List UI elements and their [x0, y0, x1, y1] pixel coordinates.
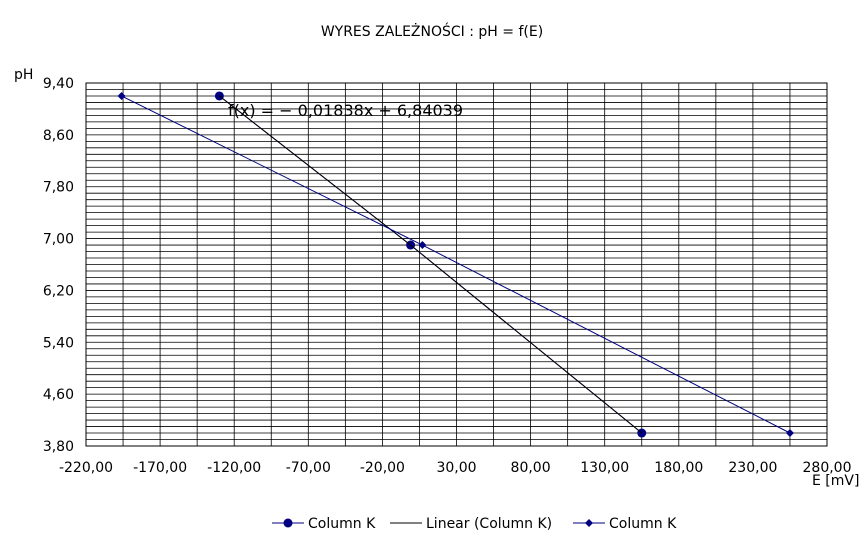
y-tick-label: 4,60 [43, 387, 74, 403]
x-tick-label: 30,00 [436, 460, 476, 476]
x-tick-label: 280,00 [803, 460, 852, 476]
x-tick-label: -70,00 [286, 460, 331, 476]
trendline-equation: f(x) = − 0,01838x + 6,84039 [228, 101, 463, 120]
x-tick-label: 180,00 [654, 460, 703, 476]
y-tick-label: 3,80 [43, 439, 74, 455]
legend-label: Column K [308, 516, 376, 532]
y-axis-label: pH [14, 67, 33, 83]
legend-marker-circle [283, 518, 293, 528]
y-tick-label: 7,00 [43, 232, 74, 248]
x-tick-label: -170,00 [133, 460, 187, 476]
data-point-circle [214, 91, 224, 101]
x-axis-label: E [mV] [812, 473, 859, 489]
legend-label: Linear (Column K) [426, 516, 552, 532]
y-tick-label: 6,20 [43, 283, 74, 299]
data-point-diamond [418, 241, 427, 250]
chart-title: WYRES ZALEŻNOŚCI : pH = f(E) [321, 22, 543, 40]
x-tick-label: 230,00 [728, 460, 777, 476]
legend: Column K Linear (Column K) Column K [272, 516, 677, 532]
y-tick-label: 7,80 [43, 180, 74, 196]
data-point-diamond [785, 429, 794, 438]
x-tick-labels: -220,00 -170,00 -120,00 -70,00 -20,00 30,00 80… [59, 460, 852, 476]
legend-label: Column K [609, 516, 677, 532]
x-tick-label: 80,00 [511, 460, 551, 476]
trendline [219, 95, 643, 434]
legend-marker-diamond [585, 519, 593, 527]
grid [85, 82, 828, 447]
x-tick-label: -120,00 [207, 460, 261, 476]
x-tick-label: 130,00 [580, 460, 629, 476]
y-tick-labels: 3,80 4,60 5,40 6,20 7,00 7,80 8,60 9,40 [43, 76, 74, 455]
y-tick-label: 9,40 [43, 76, 74, 92]
x-tick-label: -20,00 [360, 460, 405, 476]
data-point-diamond [117, 91, 126, 100]
series-group [117, 91, 794, 438]
y-tick-label: 5,40 [43, 335, 74, 351]
x-tick-label: -220,00 [59, 460, 113, 476]
y-tick-label: 8,60 [43, 128, 74, 144]
